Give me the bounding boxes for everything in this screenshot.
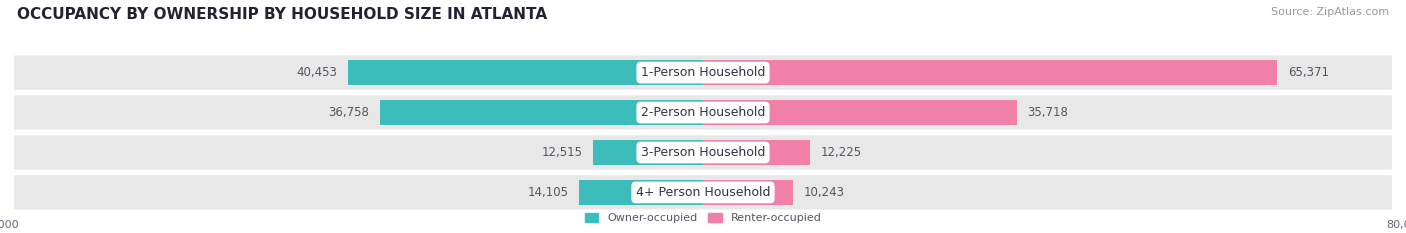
Text: 2-Person Household: 2-Person Household xyxy=(641,106,765,119)
Text: 3-Person Household: 3-Person Household xyxy=(641,146,765,159)
Text: 10,243: 10,243 xyxy=(804,186,845,199)
Bar xyxy=(593,140,703,165)
Text: 65,371: 65,371 xyxy=(1288,66,1329,79)
Text: 4+ Person Household: 4+ Person Household xyxy=(636,186,770,199)
Text: 12,225: 12,225 xyxy=(821,146,862,159)
Text: 14,105: 14,105 xyxy=(527,186,568,199)
Legend: Owner-occupied, Renter-occupied: Owner-occupied, Renter-occupied xyxy=(581,208,825,227)
FancyBboxPatch shape xyxy=(14,135,1392,170)
Bar xyxy=(703,60,1278,85)
FancyBboxPatch shape xyxy=(14,55,1392,90)
Text: 40,453: 40,453 xyxy=(297,66,337,79)
Text: 36,758: 36,758 xyxy=(329,106,370,119)
Text: 35,718: 35,718 xyxy=(1028,106,1069,119)
Text: Source: ZipAtlas.com: Source: ZipAtlas.com xyxy=(1271,7,1389,17)
FancyBboxPatch shape xyxy=(14,175,1392,209)
Bar xyxy=(703,100,1017,125)
Text: 12,515: 12,515 xyxy=(541,146,582,159)
Bar xyxy=(703,140,810,165)
Bar xyxy=(380,100,703,125)
Bar xyxy=(347,60,703,85)
Text: 1-Person Household: 1-Person Household xyxy=(641,66,765,79)
Bar xyxy=(579,180,703,205)
Text: OCCUPANCY BY OWNERSHIP BY HOUSEHOLD SIZE IN ATLANTA: OCCUPANCY BY OWNERSHIP BY HOUSEHOLD SIZE… xyxy=(17,7,547,22)
Bar xyxy=(703,180,793,205)
FancyBboxPatch shape xyxy=(14,95,1392,130)
